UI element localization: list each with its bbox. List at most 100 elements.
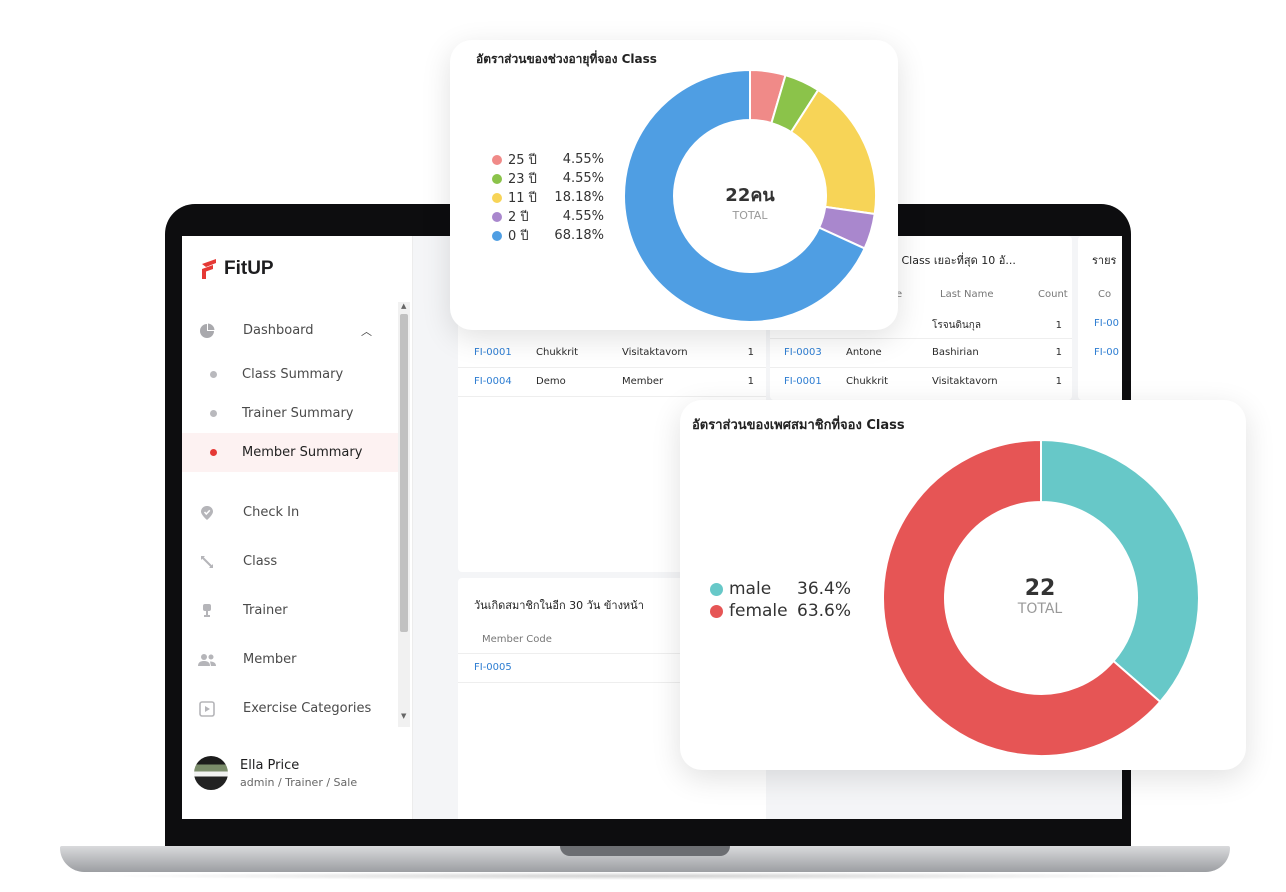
legend-label: female [729,601,788,621]
donut-center: 22 TOTAL [990,576,1090,617]
legend-label: 2 ปี [508,210,529,225]
sidebar-item-class[interactable]: Class [182,537,398,586]
legend-pct: 68.18% [554,228,604,243]
legend-pct: 18.18% [554,190,604,205]
sidebar-item-dashboard[interactable]: Dashboard ︿ [182,306,398,355]
sidebar-item-exercise-categories[interactable]: Exercise Categories [182,684,398,733]
user-role: admin / Trainer / Sale [240,775,358,789]
bullet-icon [210,410,217,417]
legend-item[interactable]: 23 ปี 4.55% [492,169,604,188]
sidebar-subitem-member-summary[interactable]: Member Summary [182,433,398,472]
sidebar-subitem-trainer-summary[interactable]: Trainer Summary [182,394,398,433]
first-name-cell: Demo [536,375,566,387]
table-row[interactable]: โรจนดินกุล 1 [932,316,1062,334]
sidebar-item-label: Dashboard [243,323,314,338]
sidebar-nav: Dashboard ︿ Class Summary Trainer Summar… [182,306,398,733]
bullet-icon [210,449,217,456]
card-title: รายร [1092,254,1117,267]
legend-label: 23 ปี [508,172,537,187]
count-cell: 1 [747,346,754,358]
legend-label: 0 ปี [508,229,529,244]
legend-item[interactable]: 25 ปี 4.55% [492,150,604,169]
donut-slice-female[interactable] [882,438,1162,757]
legend-pct: 4.55% [562,209,604,224]
column-header[interactable]: e [896,289,903,300]
user-profile[interactable]: Ella Price admin / Trainer / Sale [194,756,357,790]
count-cell: 1 [1055,319,1062,331]
legend-label: male [729,579,772,599]
legend-item[interactable]: male 36.4% [710,578,851,600]
legend-item[interactable]: female 63.6% [710,600,851,622]
scroll-down-icon[interactable]: ▼ [401,712,407,720]
count-cell: 1 [1055,375,1062,387]
legend-dot [492,173,502,184]
sidebar-item-trainer[interactable]: Trainer [182,586,398,635]
table-row[interactable]: FI-0003 Antone Bashirian 1 [784,342,1062,362]
table-row[interactable]: FI-0004 Demo Member 1 [474,371,754,391]
sidebar-item-label: Check In [243,505,300,520]
sidebar: FitUP Dashboard ︿ Class Summary Trainer … [182,236,413,819]
member-code-link[interactable]: FI-0004 [474,375,512,387]
member-icon [198,651,216,669]
donut-slice-0-ปี[interactable] [623,68,866,323]
age-chart-card: อัตราส่วนของช่วงอายุที่จอง Class 25 ปี 4… [450,40,898,330]
sidebar-scrollbar-thumb[interactable] [400,314,408,632]
scroll-up-icon[interactable]: ▲ [401,302,407,310]
class-icon [198,553,216,571]
legend-pct: 4.55% [562,171,604,186]
first-name-cell: Antone [846,346,882,358]
legend-dot [710,582,723,596]
last-name-cell: Visitaktavorn [932,375,998,387]
bullet-icon [210,371,217,378]
column-header-member-code[interactable]: Member Code [482,634,552,645]
table-row[interactable]: FI-0001 Chukkrit Visitaktavorn 1 [784,371,1062,391]
member-code-link[interactable]: FI-00 [1094,318,1120,329]
sidebar-item-label: Trainer [243,603,288,618]
last-name-cell: Member [622,375,664,387]
legend-dot [492,154,502,165]
gender-chart-card: อัตราส่วนของเพศสมาชิกที่จอง Class male 3… [680,400,1246,770]
trainer-icon [198,602,216,620]
member-code-link[interactable]: FI-0001 [784,375,822,387]
count-cell: 1 [747,375,754,387]
legend-item[interactable]: 0 ปี 68.18% [492,226,604,245]
legend-dot [492,192,502,203]
member-code-link[interactable]: FI-0003 [784,346,822,358]
column-header-last-name[interactable]: Last Name [940,289,994,300]
sidebar-item-check-in[interactable]: Check In [182,488,398,537]
member-code-link[interactable]: FI-0005 [474,662,512,673]
check-in-icon [198,504,216,522]
legend-pct: 63.6% [797,601,852,621]
sidebar-item-label: Class Summary [242,367,344,382]
chart-legend: male 36.4% female 63.6% [710,578,851,622]
exercise-icon [198,700,216,718]
column-header-count[interactable]: Count [1038,289,1068,300]
user-name: Ella Price [240,757,300,773]
sidebar-item-label: Trainer Summary [242,406,354,421]
donut-slice-male[interactable] [1040,438,1200,704]
sidebar-subitem-class-summary[interactable]: Class Summary [182,355,398,394]
gender-donut-chart [882,438,1200,757]
legend-pct: 36.4% [797,579,852,599]
legend-item[interactable]: 2 ปี 4.55% [492,207,604,226]
count-cell: 1 [1055,346,1062,358]
table-row[interactable]: FI-0001 Chukkrit Visitaktavorn 1 [474,342,754,362]
donut-center-label: TOTAL [1017,601,1063,617]
member-code-link[interactable]: FI-0001 [474,346,512,358]
last-name-cell: Visitaktavorn [622,346,688,358]
legend-dot [710,604,723,618]
donut-center-value: 22คน [725,185,775,206]
legend-item[interactable]: 11 ปี 18.18% [492,188,604,207]
first-name-cell: Chukkrit [536,346,579,358]
logo[interactable]: FitUP [200,258,274,280]
chart-title: อัตราส่วนของเพศสมาชิกที่จอง Class [692,418,905,433]
sidebar-item-member[interactable]: Member [182,635,398,684]
sidebar-item-label: Member [243,652,297,667]
member-code-link[interactable]: FI-00 [1094,347,1120,358]
legend-pct: 4.55% [562,152,604,167]
column-header[interactable]: Co [1098,289,1112,300]
avatar [194,756,228,790]
chevron-up-icon[interactable]: ︿ [361,324,372,338]
first-name-cell: Chukkrit [846,375,889,387]
last-name-cell: โรจนดินกุล [932,319,981,331]
